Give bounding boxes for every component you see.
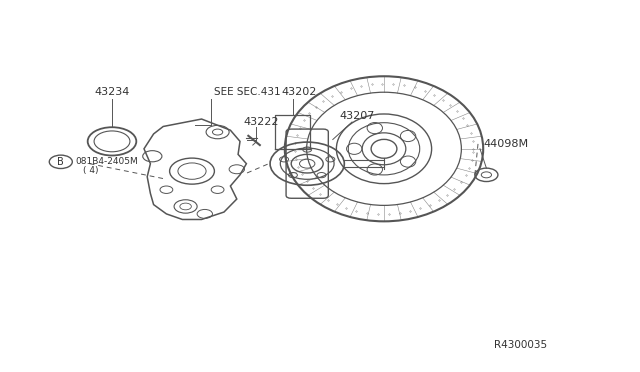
Text: 44098M: 44098M [483,139,529,149]
Text: R4300035: R4300035 [494,340,547,350]
Text: 43202: 43202 [282,87,317,97]
Text: B: B [58,157,64,167]
Text: 43234: 43234 [94,87,130,97]
Text: 43222: 43222 [243,116,278,126]
Text: SEE SEC.431: SEE SEC.431 [214,87,281,97]
Text: 081B4-2405M: 081B4-2405M [76,157,138,166]
Text: 43207: 43207 [339,111,374,121]
Text: ( 4): ( 4) [83,166,99,175]
